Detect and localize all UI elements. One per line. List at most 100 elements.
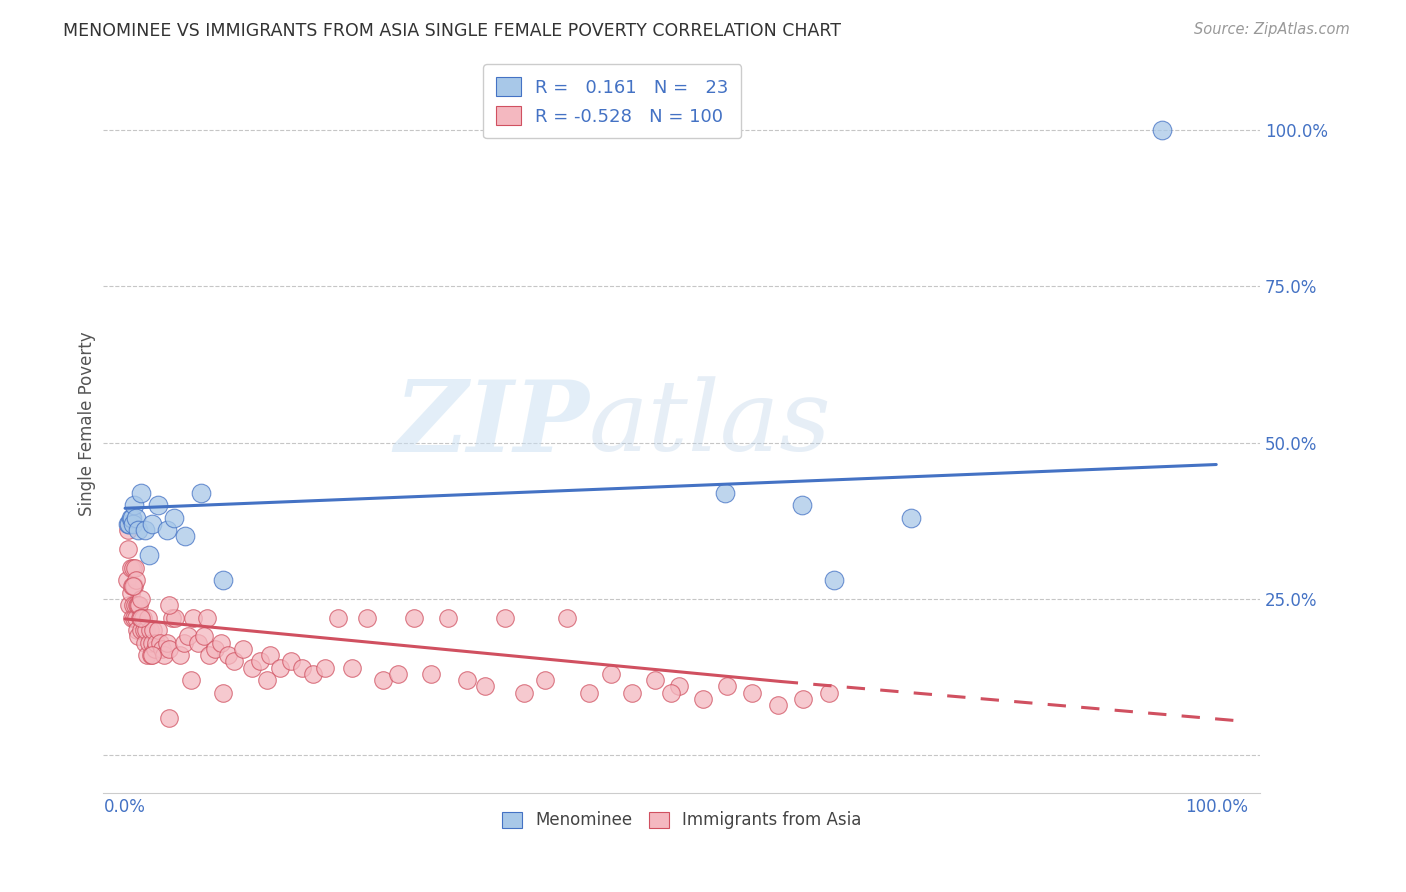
Point: [301, 666, 323, 681]
Point: [146, 623, 169, 637]
Point: [118, 598, 141, 612]
Point: [141, 516, 163, 531]
Point: [131, 485, 153, 500]
Point: [291, 660, 314, 674]
Point: [128, 598, 150, 612]
Point: [792, 692, 814, 706]
Point: [157, 598, 180, 612]
Point: [621, 686, 644, 700]
Point: [818, 686, 841, 700]
Point: [741, 686, 763, 700]
Point: [153, 648, 176, 662]
Point: [134, 635, 156, 649]
Point: [169, 648, 191, 662]
Point: [195, 610, 218, 624]
Point: [121, 510, 143, 524]
Point: [419, 666, 441, 681]
Text: atlas: atlas: [589, 376, 832, 472]
Point: [121, 610, 143, 624]
Point: [513, 686, 536, 700]
Point: [155, 523, 177, 537]
Point: [340, 660, 363, 674]
Point: [121, 560, 143, 574]
Point: [165, 610, 187, 624]
Point: [121, 579, 143, 593]
Point: [120, 510, 142, 524]
Point: [127, 629, 149, 643]
Point: [240, 660, 263, 674]
Point: [117, 523, 139, 537]
Point: [157, 711, 180, 725]
Point: [124, 560, 146, 574]
Point: [138, 548, 160, 562]
Point: [125, 623, 148, 637]
Point: [129, 610, 152, 624]
Point: [494, 610, 516, 624]
Point: [356, 610, 378, 624]
Point: [125, 598, 148, 612]
Point: [120, 560, 142, 574]
Point: [121, 516, 143, 531]
Point: [125, 510, 148, 524]
Point: [314, 660, 336, 674]
Point: [269, 660, 291, 674]
Point: [131, 610, 153, 624]
Text: MENOMINEE VS IMMIGRANTS FROM ASIA SINGLE FEMALE POVERTY CORRELATION CHART: MENOMINEE VS IMMIGRANTS FROM ASIA SINGLE…: [63, 22, 841, 40]
Point: [644, 673, 666, 688]
Point: [163, 510, 186, 524]
Point: [212, 573, 235, 587]
Point: [122, 610, 145, 624]
Point: [132, 623, 155, 637]
Point: [127, 523, 149, 537]
Text: ZIP: ZIP: [394, 376, 589, 472]
Point: [766, 698, 789, 713]
Point: [534, 673, 557, 688]
Point: [474, 680, 496, 694]
Point: [117, 573, 139, 587]
Point: [134, 523, 156, 537]
Point: [121, 598, 143, 612]
Point: [174, 529, 197, 543]
Point: [125, 573, 148, 587]
Point: [120, 585, 142, 599]
Point: [124, 598, 146, 612]
Point: [127, 598, 149, 612]
Point: [193, 629, 215, 643]
Point: [173, 635, 195, 649]
Point: [180, 673, 202, 688]
Point: [209, 635, 232, 649]
Point: [404, 610, 426, 624]
Point: [131, 610, 153, 624]
Point: [204, 641, 226, 656]
Point: [155, 635, 177, 649]
Point: [122, 498, 145, 512]
Point: [135, 623, 157, 637]
Text: Source: ZipAtlas.com: Source: ZipAtlas.com: [1194, 22, 1350, 37]
Point: [714, 485, 737, 500]
Point: [142, 623, 165, 637]
Point: [136, 610, 159, 624]
Point: [668, 680, 690, 694]
Point: [150, 641, 173, 656]
Point: [823, 573, 845, 587]
Point: [437, 610, 460, 624]
Point: [157, 641, 180, 656]
Legend: Menominee, Immigrants from Asia: Menominee, Immigrants from Asia: [495, 805, 868, 836]
Point: [149, 635, 172, 649]
Point: [146, 498, 169, 512]
Point: [141, 648, 163, 662]
Point: [117, 541, 139, 556]
Point: [145, 635, 167, 649]
Point: [138, 635, 160, 649]
Point: [122, 579, 145, 593]
Point: [326, 610, 349, 624]
Point: [139, 623, 162, 637]
Point: [177, 629, 200, 643]
Point: [256, 673, 278, 688]
Point: [141, 635, 163, 649]
Point: [181, 610, 204, 624]
Point: [387, 666, 409, 681]
Point: [259, 648, 281, 662]
Point: [371, 673, 394, 688]
Point: [555, 610, 578, 624]
